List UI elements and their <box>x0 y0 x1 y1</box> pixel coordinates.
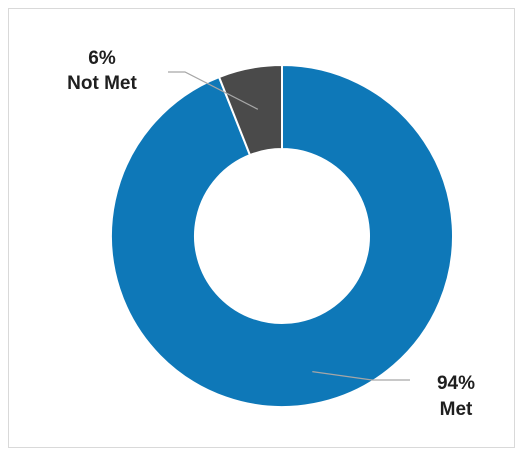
leader-line-met <box>312 371 410 381</box>
data-label-not-met-percent: 6% <box>88 48 116 69</box>
data-label-met-percent: 94% <box>437 373 475 394</box>
leader-lines <box>168 71 410 381</box>
data-label-not-met-category: Not Met <box>67 73 137 94</box>
leader-line-not-met <box>168 71 259 110</box>
donut-slice-not-met <box>217 63 283 157</box>
donut-slice-met <box>110 63 454 408</box>
data-label-met-category: Met <box>440 399 473 420</box>
donut-slices <box>110 63 454 408</box>
